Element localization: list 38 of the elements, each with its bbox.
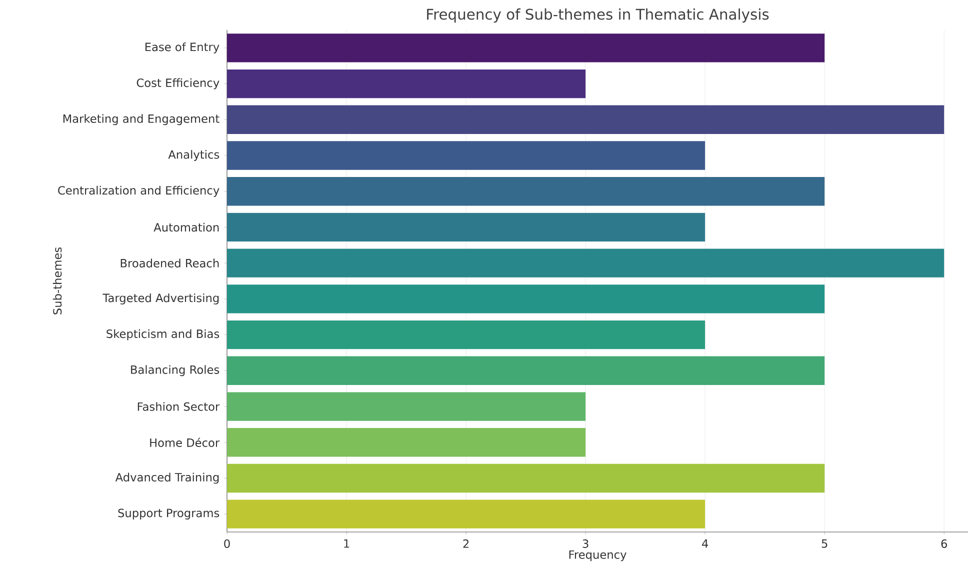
- bar: [227, 284, 825, 314]
- y-tick-label: Centralization and Efficiency: [58, 186, 220, 197]
- y-tick-label: Automation: [154, 222, 219, 232]
- chart-title: Frequency of Sub-themes in Thematic Analysis: [427, 8, 769, 23]
- bar: [227, 464, 825, 493]
- y-tick-label: Home Décor: [150, 438, 220, 447]
- x-tick-label: 0: [224, 539, 230, 548]
- bar: [227, 320, 706, 350]
- y-tick-label: Broadened Reach: [120, 258, 219, 268]
- y-tick-label: Fashion Sector: [138, 402, 220, 411]
- x-tick-label: 1: [344, 539, 350, 548]
- bar: [227, 356, 825, 385]
- x-axis-title: Frequency: [569, 550, 626, 562]
- y-tick-label: Ease of Entry: [145, 42, 220, 54]
- y-tick-label: Cost Efficiency: [136, 78, 220, 90]
- x-tick-label: 5: [822, 539, 828, 548]
- y-tick-label: Advanced Training: [115, 472, 219, 484]
- x-tick-label: 3: [582, 539, 588, 548]
- y-tick-label: Balancing Roles: [131, 365, 220, 376]
- bar: [227, 177, 825, 206]
- y-tick-label: Targeted Advertising: [102, 293, 219, 304]
- y-tick-label: Analytics: [168, 150, 220, 161]
- bar: [227, 392, 586, 421]
- bar: [227, 105, 944, 134]
- y-axis-title: Sub-themes: [52, 247, 62, 314]
- bar: [227, 248, 944, 278]
- y-tick-label: Marketing and Engagement: [63, 114, 220, 126]
- bar: [227, 428, 586, 457]
- bar: [227, 500, 706, 528]
- bar: [227, 212, 706, 242]
- x-tick-label: 6: [941, 539, 947, 548]
- x-tick-label: 4: [702, 539, 708, 548]
- bar: [227, 34, 825, 62]
- bar: [227, 69, 586, 98]
- y-tick-label: Skepticism and Bias: [106, 329, 220, 340]
- bar: [227, 141, 706, 170]
- y-tick-label: Support Programs: [118, 508, 220, 520]
- x-tick-label: 2: [463, 539, 469, 548]
